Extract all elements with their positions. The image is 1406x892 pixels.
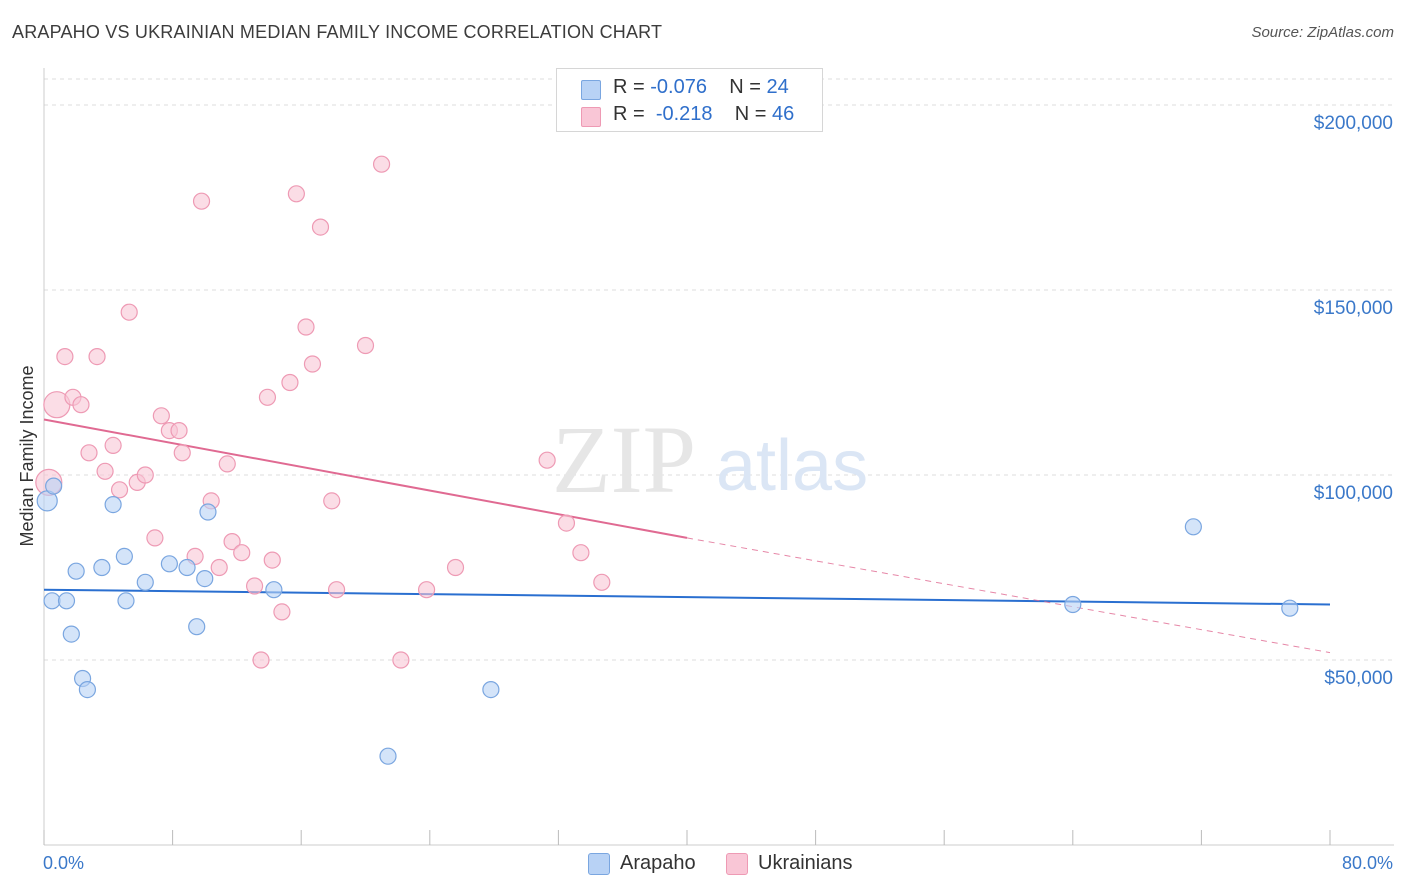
y-tick-labels: $50,000 $100,000 $150,000 $200,000 (1314, 113, 1393, 689)
y-tick-label: $150,000 (1314, 298, 1393, 319)
watermark: ZIP atlas (552, 406, 868, 513)
arapaho-legend-swatch (588, 853, 610, 875)
arapaho-point (1281, 599, 1299, 617)
ukrainians-point (252, 651, 270, 669)
ukrainians-point (572, 544, 590, 562)
ukrainians-point (372, 155, 391, 173)
ukrainians-point (446, 558, 465, 577)
ukrainians-point (136, 466, 154, 484)
ukrainians-point (80, 444, 98, 462)
correlation-legend: R = -0.076 N = 24 R = -0.218 N = 46 (556, 68, 823, 132)
arapaho-point (196, 569, 214, 588)
ukrainians-point (72, 396, 90, 414)
ukrainians-point (104, 436, 122, 454)
ukrainians-trend-extension (686, 537, 1331, 654)
ukrainians-point (392, 651, 410, 669)
y-axis-label: Median Family Income (17, 365, 37, 546)
ukrainians-point (258, 388, 277, 406)
r-value: -0.218 (655, 103, 713, 125)
arapaho-point (104, 496, 122, 514)
arapaho-point (115, 547, 133, 566)
arapaho-point (1184, 518, 1202, 536)
arapaho-point (188, 618, 206, 636)
arapaho-point (265, 581, 283, 599)
y-tick-label: $200,000 (1314, 113, 1393, 134)
ukrainians-point (356, 336, 375, 355)
ukrainians-point (303, 355, 322, 373)
ukrainians-point (96, 462, 114, 480)
r-label: R = (613, 103, 651, 125)
arapaho-point (93, 558, 111, 577)
ukrainians-point (297, 318, 315, 336)
ukrainians-legend-label: Ukrainians (758, 852, 853, 874)
arapaho-trend-line (43, 588, 1331, 606)
n-value: 46 (772, 103, 795, 125)
arapaho-legend-label: Arapaho (620, 852, 696, 874)
ukrainians-point (146, 529, 164, 547)
ukrainians-point (88, 348, 106, 366)
ukrainians-point (417, 581, 436, 599)
n-label: N = (734, 103, 773, 125)
ukrainians-trend-line (43, 418, 688, 539)
ukrainians-point (323, 492, 341, 510)
source-label: Source: ZipAtlas.com (1251, 24, 1394, 41)
arapaho-point (45, 477, 63, 495)
arapaho-point (43, 592, 61, 610)
ukrainians-point (210, 558, 228, 577)
grid-lines (44, 78, 1394, 661)
x-tick-right: 80.0% (1342, 853, 1393, 873)
r-label: R = (613, 76, 651, 98)
arapaho-point (379, 747, 397, 765)
arapaho-point (62, 625, 80, 643)
ukrainians-point (233, 544, 251, 562)
arapaho-point (178, 558, 196, 577)
ukrainians-point (120, 303, 138, 321)
ukrainians-point (110, 481, 129, 499)
ukrainians-point (56, 348, 74, 366)
arapaho-point (67, 562, 85, 580)
arapaho-point (136, 573, 154, 591)
ukrainians-point (281, 373, 299, 392)
ukrainians-point (218, 455, 236, 473)
arapaho-point (57, 592, 76, 610)
data-points (35, 155, 1299, 765)
ukrainians-point (192, 192, 211, 210)
watermark-zip: ZIP (552, 406, 696, 513)
ukrainians-point (263, 551, 281, 569)
arapaho-point (160, 555, 178, 573)
arapaho-point (199, 503, 217, 521)
ukrainians-swatch (581, 107, 601, 127)
ukrainians-point (223, 532, 241, 551)
ukrainians-point (152, 407, 170, 425)
ukrainians-point (273, 603, 291, 621)
ukrainians-point (287, 185, 305, 203)
arapaho-point (78, 680, 97, 699)
arapaho-swatch (581, 80, 601, 100)
y-tick-label: $50,000 (1324, 668, 1393, 689)
r-value: -0.076 (650, 76, 707, 98)
x-tick-left: 0.0% (43, 853, 84, 873)
arapaho-point (482, 680, 500, 699)
n-value: 24 (766, 76, 789, 98)
ukrainians-point (593, 573, 611, 591)
ukrainians-point (327, 581, 346, 599)
axes (43, 68, 1394, 846)
arapaho-point (117, 592, 135, 610)
ukrainians-legend-swatch (726, 853, 748, 875)
ukrainians-point (173, 444, 191, 462)
ukrainians-point (311, 218, 330, 236)
ukrainians-point (538, 451, 556, 469)
watermark-atlas: atlas (716, 426, 868, 506)
chart-title: ARAPAHO VS UKRAINIAN MEDIAN FAMILY INCOM… (12, 22, 663, 42)
arapaho-point (1064, 595, 1082, 614)
y-tick-label: $100,000 (1314, 483, 1393, 504)
n-label: N = (729, 76, 767, 98)
ukrainians-point (170, 422, 188, 440)
ukrainians-point (557, 514, 576, 532)
ukrainians-point (245, 577, 264, 595)
